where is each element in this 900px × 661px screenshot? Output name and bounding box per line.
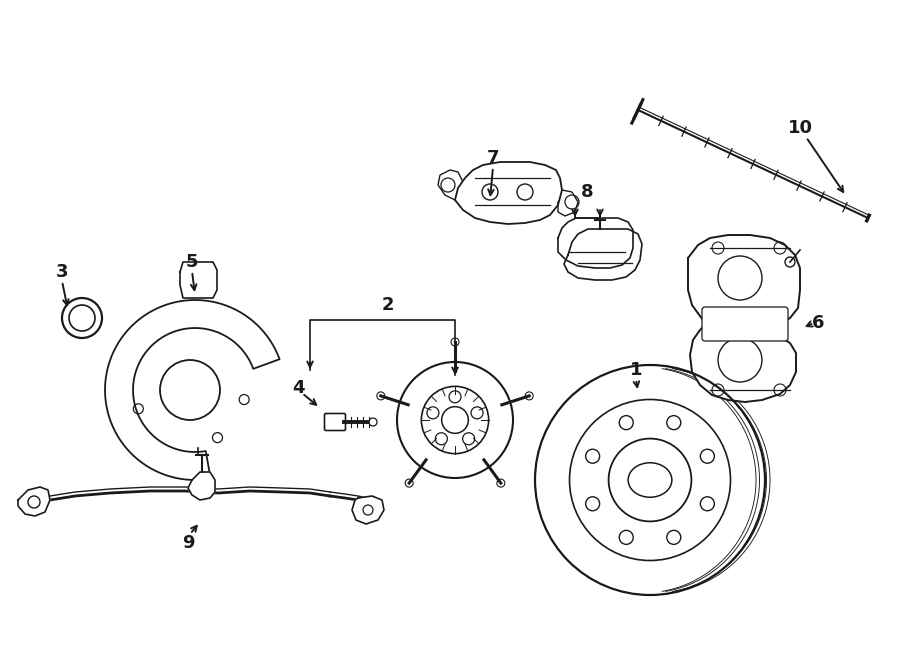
Polygon shape bbox=[188, 472, 215, 500]
Text: 7: 7 bbox=[487, 149, 500, 167]
Polygon shape bbox=[688, 235, 800, 402]
Polygon shape bbox=[455, 162, 562, 224]
Text: 1: 1 bbox=[630, 361, 643, 379]
Text: 2: 2 bbox=[382, 296, 394, 314]
Text: 6: 6 bbox=[812, 314, 824, 332]
Polygon shape bbox=[18, 487, 50, 516]
Text: 5: 5 bbox=[185, 253, 198, 271]
Text: 9: 9 bbox=[182, 534, 194, 552]
FancyBboxPatch shape bbox=[702, 307, 788, 341]
Polygon shape bbox=[352, 496, 384, 524]
Polygon shape bbox=[564, 229, 642, 280]
FancyBboxPatch shape bbox=[325, 414, 346, 430]
Text: 10: 10 bbox=[788, 119, 813, 137]
Text: 3: 3 bbox=[56, 263, 68, 281]
Text: 4: 4 bbox=[292, 379, 304, 397]
Circle shape bbox=[369, 418, 377, 426]
Polygon shape bbox=[558, 218, 633, 268]
Polygon shape bbox=[180, 262, 217, 298]
Text: 8: 8 bbox=[580, 183, 593, 201]
